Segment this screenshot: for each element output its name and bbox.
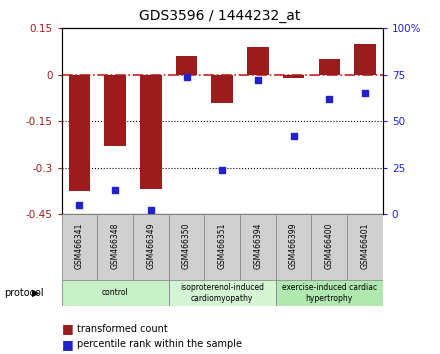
Text: control: control	[102, 289, 128, 297]
Text: ■: ■	[62, 322, 73, 335]
Text: GSM466394: GSM466394	[253, 222, 262, 269]
Text: GSM466349: GSM466349	[147, 222, 155, 269]
Text: GSM466348: GSM466348	[110, 222, 120, 269]
Bar	[176, 56, 197, 75]
Bar	[204, 214, 240, 280]
Bar	[247, 47, 268, 75]
Bar	[240, 214, 276, 280]
Point	[112, 187, 119, 193]
Bar	[212, 75, 233, 103]
Text: GSM466350: GSM466350	[182, 222, 191, 269]
Point	[361, 91, 368, 96]
Bar	[69, 75, 90, 191]
Text: exercise-induced cardiac
hypertrophy: exercise-induced cardiac hypertrophy	[282, 283, 377, 303]
Text: GSM466400: GSM466400	[325, 222, 334, 269]
Bar	[347, 214, 383, 280]
Bar	[354, 44, 376, 75]
Text: percentile rank within the sample: percentile rank within the sample	[77, 339, 242, 349]
Point	[183, 74, 190, 80]
Bar	[97, 214, 133, 280]
Point	[147, 207, 154, 213]
Bar	[319, 59, 340, 75]
Text: ■: ■	[62, 338, 73, 350]
Bar	[169, 280, 276, 306]
Text: GDS3596 / 1444232_at: GDS3596 / 1444232_at	[139, 9, 301, 23]
Text: GSM466399: GSM466399	[289, 222, 298, 269]
Point	[76, 202, 83, 208]
Bar	[104, 75, 126, 146]
Text: transformed count: transformed count	[77, 324, 168, 333]
Bar	[62, 280, 169, 306]
Bar	[133, 214, 169, 280]
Bar	[283, 75, 304, 78]
Text: protocol: protocol	[4, 288, 44, 298]
Text: GSM466341: GSM466341	[75, 222, 84, 269]
Point	[290, 133, 297, 139]
Bar	[312, 214, 347, 280]
Bar	[276, 280, 383, 306]
Text: ▶: ▶	[32, 288, 40, 298]
Point	[219, 167, 226, 172]
Bar	[169, 214, 204, 280]
Point	[326, 96, 333, 102]
Text: isoproterenol-induced
cardiomyopathy: isoproterenol-induced cardiomyopathy	[180, 283, 264, 303]
Point	[254, 78, 261, 83]
Text: GSM466351: GSM466351	[218, 222, 227, 269]
Bar	[276, 214, 312, 280]
Text: GSM466401: GSM466401	[360, 222, 370, 269]
Bar	[62, 214, 97, 280]
Bar	[140, 75, 161, 189]
